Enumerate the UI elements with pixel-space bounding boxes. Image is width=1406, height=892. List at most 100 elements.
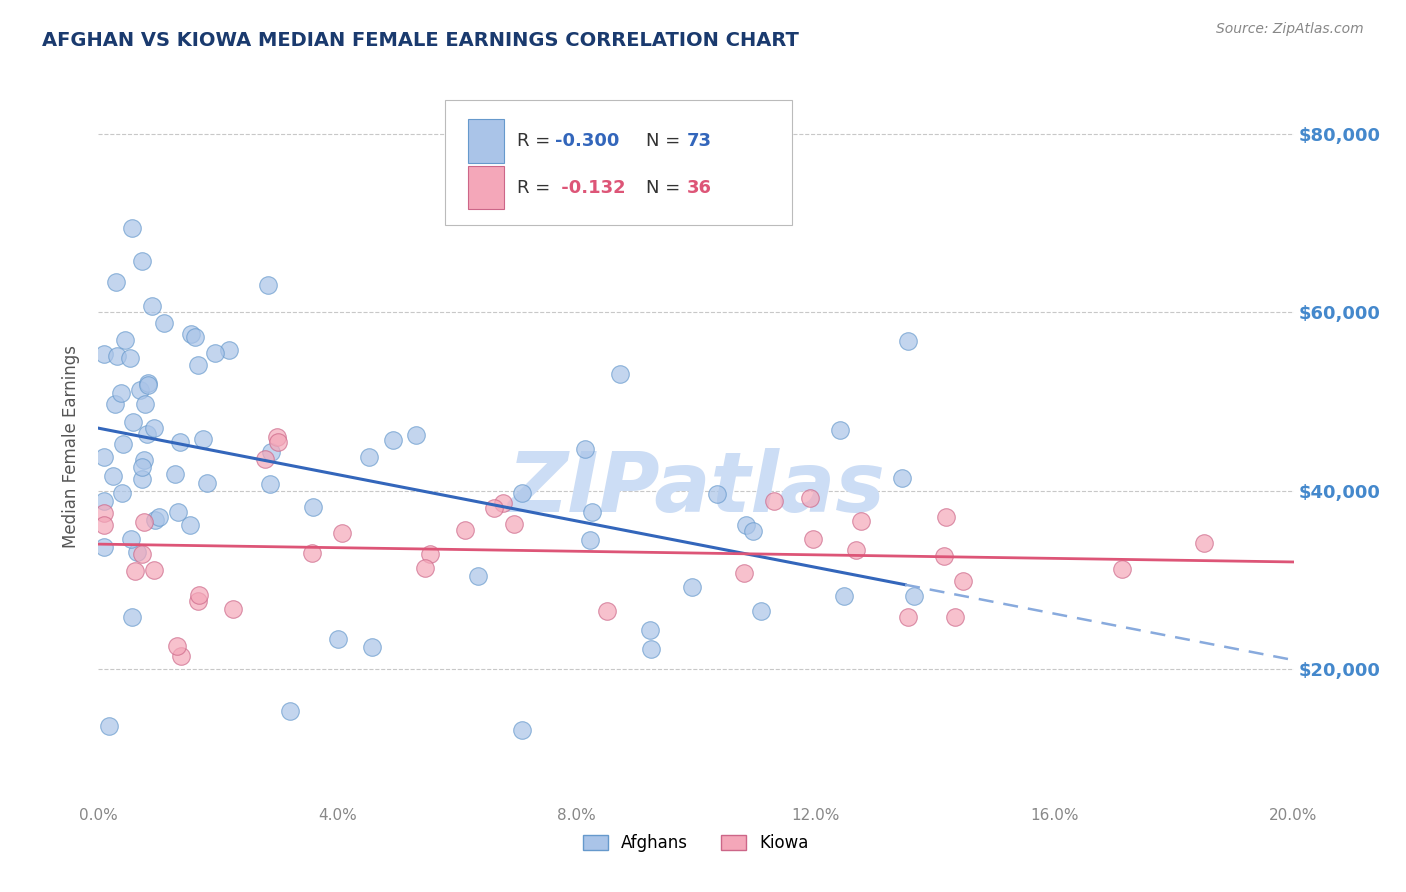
Point — [101, 469, 124, 483]
Point — [454, 523, 477, 537]
Point — [93, 506, 115, 520]
Point — [165, 467, 187, 481]
Point — [734, 518, 756, 533]
Point — [141, 299, 163, 313]
Point — [280, 704, 302, 718]
Text: N =: N = — [645, 178, 686, 196]
Point — [254, 452, 277, 467]
Point — [328, 632, 350, 646]
Point — [359, 450, 381, 464]
Point — [259, 476, 281, 491]
Point — [104, 396, 127, 410]
Point — [510, 486, 533, 500]
Text: 36: 36 — [686, 178, 711, 196]
Point — [97, 719, 120, 733]
Text: -0.132: -0.132 — [555, 178, 626, 196]
Point — [104, 275, 127, 289]
Point — [849, 514, 872, 528]
Point — [93, 450, 115, 464]
Point — [640, 641, 662, 656]
Point — [105, 349, 128, 363]
Point — [638, 623, 661, 637]
Point — [830, 423, 852, 437]
Y-axis label: Median Female Earnings: Median Female Earnings — [62, 344, 80, 548]
Point — [110, 386, 132, 401]
Point — [1192, 536, 1215, 550]
Point — [934, 549, 956, 563]
Point — [897, 334, 920, 349]
Point — [952, 574, 974, 589]
Point — [118, 351, 141, 366]
Point — [166, 505, 188, 519]
Point — [681, 580, 703, 594]
Point — [361, 640, 384, 654]
Point — [142, 420, 165, 434]
Point — [301, 546, 323, 560]
Point — [302, 500, 325, 514]
Text: 73: 73 — [686, 132, 711, 150]
Point — [891, 471, 914, 485]
Point — [93, 347, 115, 361]
Point — [903, 589, 925, 603]
Point — [204, 346, 226, 360]
Text: -0.300: -0.300 — [555, 132, 619, 150]
Point — [187, 593, 209, 607]
Text: R =: R = — [517, 132, 555, 150]
Point — [492, 495, 515, 509]
Point — [1111, 562, 1133, 576]
Point — [132, 515, 155, 529]
Point — [595, 604, 617, 618]
Point — [93, 540, 115, 554]
Point — [93, 518, 115, 533]
Point — [136, 378, 159, 392]
Point — [169, 435, 191, 450]
Point — [218, 343, 240, 357]
Legend: Afghans, Kiowa: Afghans, Kiowa — [576, 828, 815, 859]
Point — [121, 610, 143, 624]
Point — [803, 532, 825, 546]
Point — [609, 368, 631, 382]
Point — [945, 609, 967, 624]
Point — [266, 430, 288, 444]
Point — [799, 491, 821, 506]
Point — [145, 513, 167, 527]
Point — [195, 476, 218, 491]
Point — [153, 316, 176, 330]
Point — [193, 432, 215, 446]
Point — [706, 487, 728, 501]
Point — [897, 610, 920, 624]
Point — [131, 254, 153, 268]
Point — [834, 589, 856, 603]
Point — [135, 427, 157, 442]
Point — [136, 376, 159, 390]
Point — [749, 604, 772, 618]
Point — [413, 560, 436, 574]
Point — [574, 442, 596, 456]
Point — [131, 547, 153, 561]
Point — [131, 460, 153, 475]
Point — [170, 648, 193, 663]
Point — [124, 564, 146, 578]
Point — [166, 639, 188, 653]
Text: R =: R = — [517, 178, 555, 196]
Point — [188, 587, 211, 601]
Point — [734, 566, 756, 580]
Point — [114, 333, 136, 347]
Point — [120, 532, 142, 546]
Point — [132, 453, 155, 467]
Point — [845, 542, 868, 557]
Point — [419, 547, 441, 561]
Text: ZIPatlas: ZIPatlas — [508, 449, 884, 529]
Point — [179, 518, 201, 533]
Point — [257, 278, 280, 293]
Point — [184, 330, 207, 344]
Point — [180, 326, 202, 341]
Point — [148, 510, 170, 524]
Point — [510, 723, 533, 738]
Point — [110, 485, 132, 500]
Point — [128, 383, 150, 397]
Point — [143, 563, 166, 577]
Text: N =: N = — [645, 132, 686, 150]
Point — [267, 435, 290, 450]
FancyBboxPatch shape — [468, 166, 503, 209]
